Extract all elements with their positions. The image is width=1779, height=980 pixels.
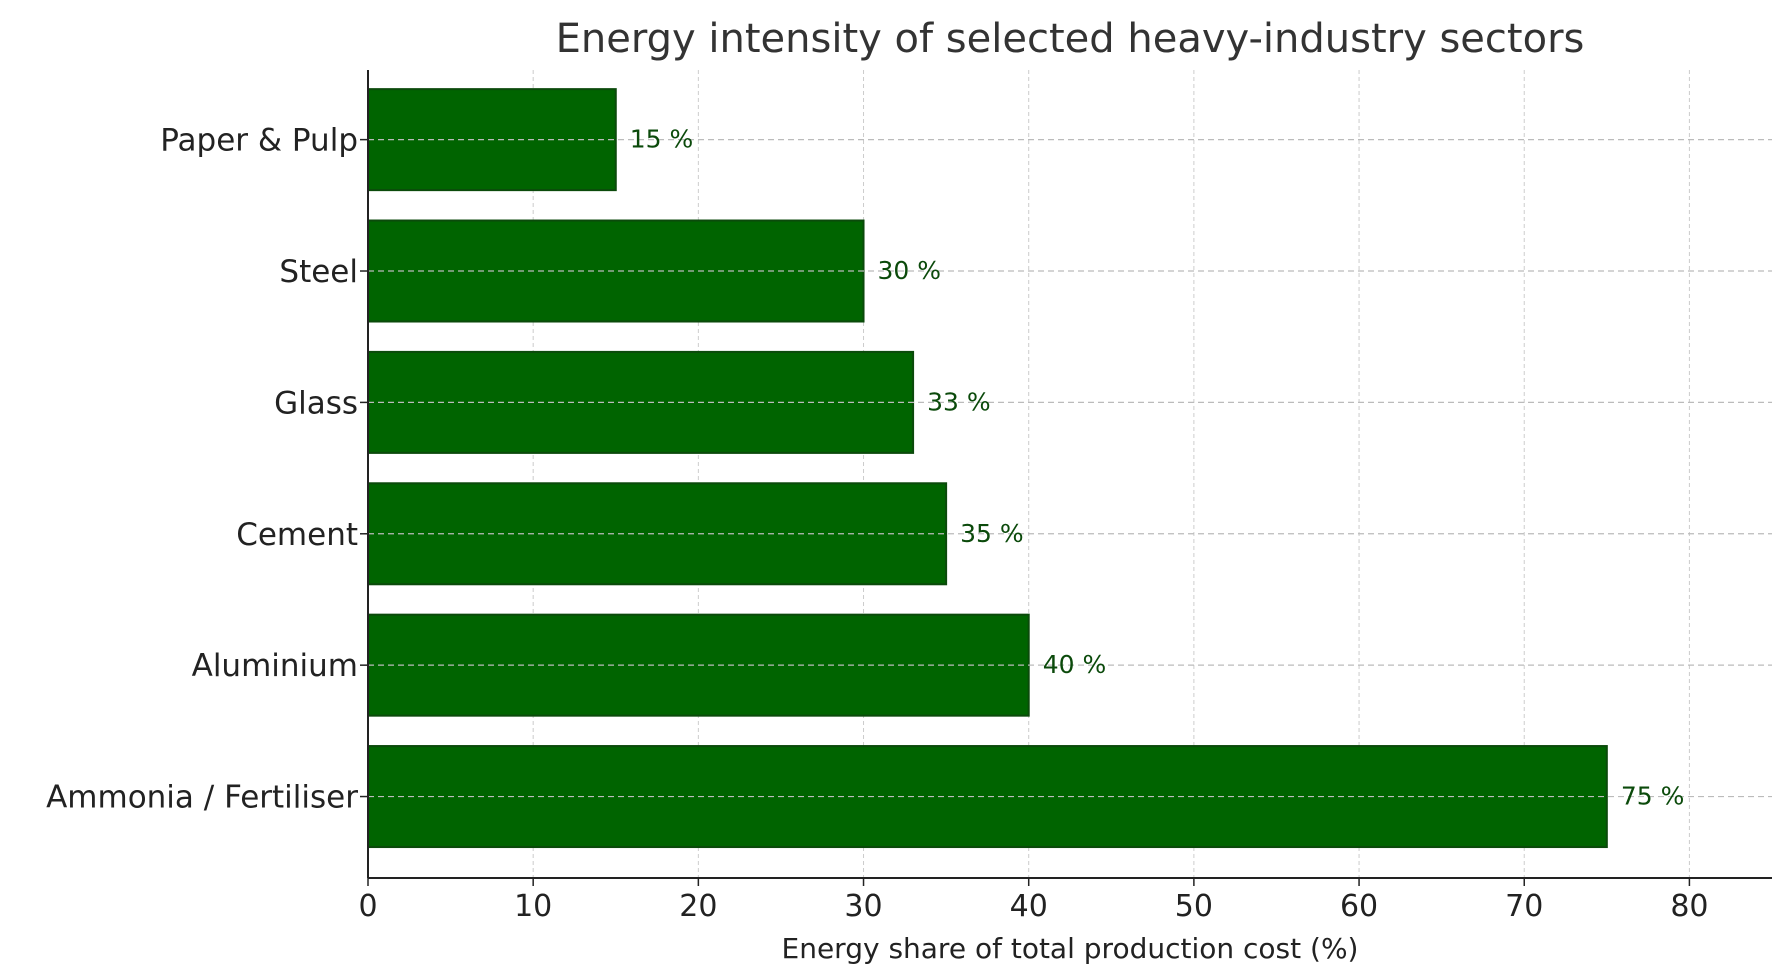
y-tick-label: Aluminium — [192, 648, 358, 684]
x-axis-label: Energy share of total production cost (%… — [782, 932, 1359, 965]
data-label: 33 % — [927, 387, 991, 416]
x-tick-label: 0 — [358, 889, 377, 924]
bars — [367, 88, 1608, 849]
y-tick-label: Steel — [279, 254, 358, 290]
x-tick-label: 30 — [844, 889, 882, 924]
x-tick-label: 70 — [1505, 889, 1543, 924]
chart-title: Energy intensity of selected heavy-indus… — [556, 16, 1585, 62]
data-label: 15 % — [630, 125, 694, 154]
x-tick-label: 80 — [1670, 889, 1708, 924]
data-label: 75 % — [1621, 782, 1685, 811]
x-tick-label: 20 — [679, 889, 717, 924]
axes — [367, 70, 1772, 879]
y-tick-label: Ammonia / Fertiliser — [46, 780, 358, 816]
data-labels: 75 % 40 % 35 % 33 % 30 % 15 % — [630, 125, 1685, 811]
x-tick-label: 10 — [514, 889, 552, 924]
x-tick-label: 50 — [1175, 889, 1213, 924]
y-tick-label: Cement — [236, 517, 358, 553]
data-label: 30 % — [878, 256, 942, 285]
grid-lines — [532, 70, 1690, 878]
y-axis-category-labels: Ammonia / Fertiliser Aluminium Cement Glass… — [46, 123, 358, 816]
x-axis-ticks: 0 10 20 30 40 50 60 70 80 — [358, 138, 1709, 924]
data-label: 40 % — [1043, 650, 1107, 679]
data-label: 35 % — [960, 519, 1024, 548]
x-tick-label: 60 — [1340, 889, 1378, 924]
y-tick-label: Glass — [274, 385, 358, 421]
horizontal-grid-lines — [368, 139, 1772, 798]
y-tick-label: Paper & Pulp — [160, 123, 358, 159]
x-tick-label: 40 — [1010, 889, 1048, 924]
